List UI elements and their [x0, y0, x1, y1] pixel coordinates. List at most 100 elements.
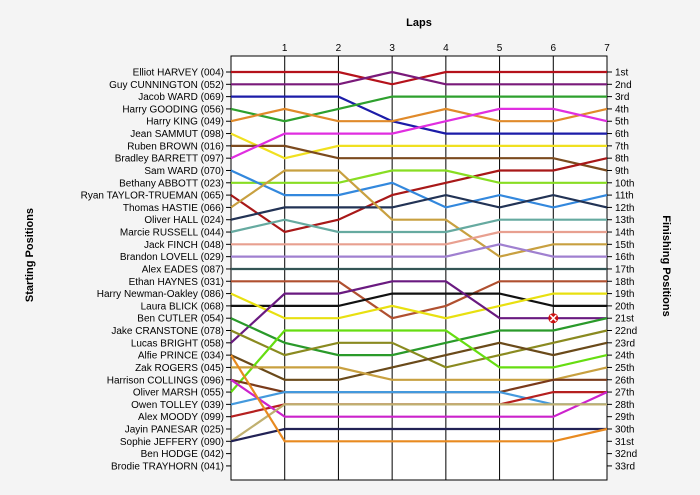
starting-labels: Elliot HARVEY (004)Guy CUNNINGTON (052)J…: [81, 68, 231, 472]
series-lines: [230, 70, 608, 443]
finish-label: 24th: [615, 351, 634, 362]
lap-tick-3: 3: [389, 43, 395, 54]
series-line-19: [231, 292, 607, 307]
driver-label: Ben HODGE (042): [141, 449, 224, 460]
finishing-labels: 1st2nd3rd4th5th6th7th8th9th10th11th12th1…: [607, 68, 637, 472]
driver-label: Owen TOLLEY (039): [131, 400, 224, 411]
driver-label: Harry Newman-Oakley (086): [97, 289, 224, 300]
series-line-16: [231, 243, 607, 258]
y-axis-title-left: Starting Positions: [24, 208, 36, 302]
driver-label: Jacob WARD (069): [138, 92, 224, 103]
series-line-25: [230, 329, 608, 393]
driver-label: Jake CRANSTONE (078): [111, 326, 224, 337]
driver-label: Ethan HAYNES (031): [129, 277, 224, 288]
finish-label: 18th: [615, 277, 634, 288]
driver-label: Ruben BROWN (016): [127, 141, 224, 152]
series-line-21: [230, 280, 607, 344]
driver-label: Guy CUNNINGTON (052): [109, 80, 224, 91]
finish-label: 3rd: [615, 92, 629, 103]
driver-label: Sophie JEFFERY (090): [120, 437, 224, 448]
driver-label: Laura BLICK (068): [141, 301, 224, 312]
finish-label: 15th: [615, 240, 634, 251]
x-axis-title: Laps: [406, 17, 432, 29]
series-line-8: [230, 107, 608, 160]
driver-label: Jayin PANESAR (025): [125, 424, 224, 435]
series-line-9: [230, 157, 608, 234]
series-line-7: [231, 144, 608, 172]
lap-tick-5: 5: [497, 43, 503, 54]
series-line-23: [230, 329, 608, 369]
series-line-26: [231, 366, 608, 381]
series-line-10: [231, 169, 607, 184]
driver-label: Zak ROGERS (045): [135, 363, 224, 374]
markers: [548, 313, 559, 324]
series-line-6: [230, 132, 607, 160]
lap-tick-6: 6: [551, 43, 557, 54]
driver-label: Oliver MARSH (055): [133, 388, 224, 399]
series-line-2: [231, 70, 607, 86]
series-line-13: [230, 169, 607, 258]
finish-label: 31st: [615, 437, 634, 448]
series-line-5: [230, 107, 608, 123]
finish-label: 17th: [615, 264, 634, 275]
finish-label: 16th: [615, 252, 634, 263]
driver-label: Ben CUTLER (054): [137, 314, 224, 325]
finish-label: 27th: [615, 388, 634, 399]
driver-label: Alex MOODY (099): [138, 412, 224, 423]
driver-label: Elliot HARVEY (004): [133, 68, 224, 79]
driver-label: Brodie TRAYHORN (041): [111, 461, 224, 472]
x-ticks: 1 2 3 4 5 6 7: [282, 43, 610, 54]
finish-label: 4th: [615, 104, 629, 115]
finish-label: 25th: [615, 363, 634, 374]
finish-label: 29th: [615, 412, 634, 423]
driver-label: Oliver HALL (024): [144, 215, 224, 226]
finish-label: 26th: [615, 375, 634, 386]
driver-label: Ryan TAYLOR-TRUEMAN (065): [81, 191, 224, 202]
finish-label: 20th: [615, 301, 634, 312]
series-line-11: [230, 169, 608, 209]
lap-tick-4: 4: [443, 43, 449, 54]
series-line-20: [230, 292, 607, 320]
retirement-cross-icon: [549, 314, 557, 322]
series-line-22: [230, 317, 608, 357]
finish-label: 30th: [615, 424, 634, 435]
finish-label: 10th: [615, 178, 634, 189]
driver-label: Alex EADES (087): [142, 264, 224, 275]
series-line-32: [230, 427, 607, 443]
finish-label: 28th: [615, 400, 634, 411]
lap-tick-7: 7: [604, 43, 610, 54]
lap-tick-1: 1: [282, 43, 288, 54]
driver-label: Harry KING (049): [146, 117, 224, 128]
finish-label: 9th: [615, 166, 629, 177]
finish-label: 2nd: [615, 80, 632, 91]
finish-label: 13th: [615, 215, 634, 226]
series-line-12: [230, 193, 608, 221]
finish-label: 33rd: [615, 461, 635, 472]
series-line-14: [230, 218, 607, 234]
driver-label: Jack FINCH (048): [144, 240, 224, 251]
driver-label: Harry GOODING (056): [122, 104, 224, 115]
series-line-30: [230, 378, 608, 418]
finish-label: 12th: [615, 203, 634, 214]
driver-label: Lucas BRIGHT (058): [131, 338, 224, 349]
finish-label: 7th: [615, 141, 629, 152]
finish-label: 19th: [615, 289, 634, 300]
finish-label: 5th: [615, 117, 629, 128]
finish-label: 21st: [615, 314, 634, 325]
series-line-15: [231, 230, 607, 246]
series-line-31: [230, 403, 607, 443]
series-line-24: [230, 341, 608, 381]
finish-label: 23rd: [615, 338, 635, 349]
y-axis-title-right: Finishing Positions: [660, 215, 672, 316]
finish-label: 8th: [615, 154, 629, 165]
series-line-4: [230, 95, 607, 123]
driver-label: Alfie PRINCE (034): [138, 351, 224, 362]
driver-label: Sam WARD (070): [144, 166, 224, 177]
series-line-28: [230, 391, 607, 406]
driver-label: Harrison COLLINGS (096): [107, 375, 224, 386]
driver-label: Brandon LOVELL (029): [120, 252, 224, 263]
finish-label: 14th: [615, 228, 634, 239]
driver-label: Bradley BARRETT (097): [115, 154, 224, 165]
driver-label: Marcie RUSSELL (044): [120, 228, 224, 239]
